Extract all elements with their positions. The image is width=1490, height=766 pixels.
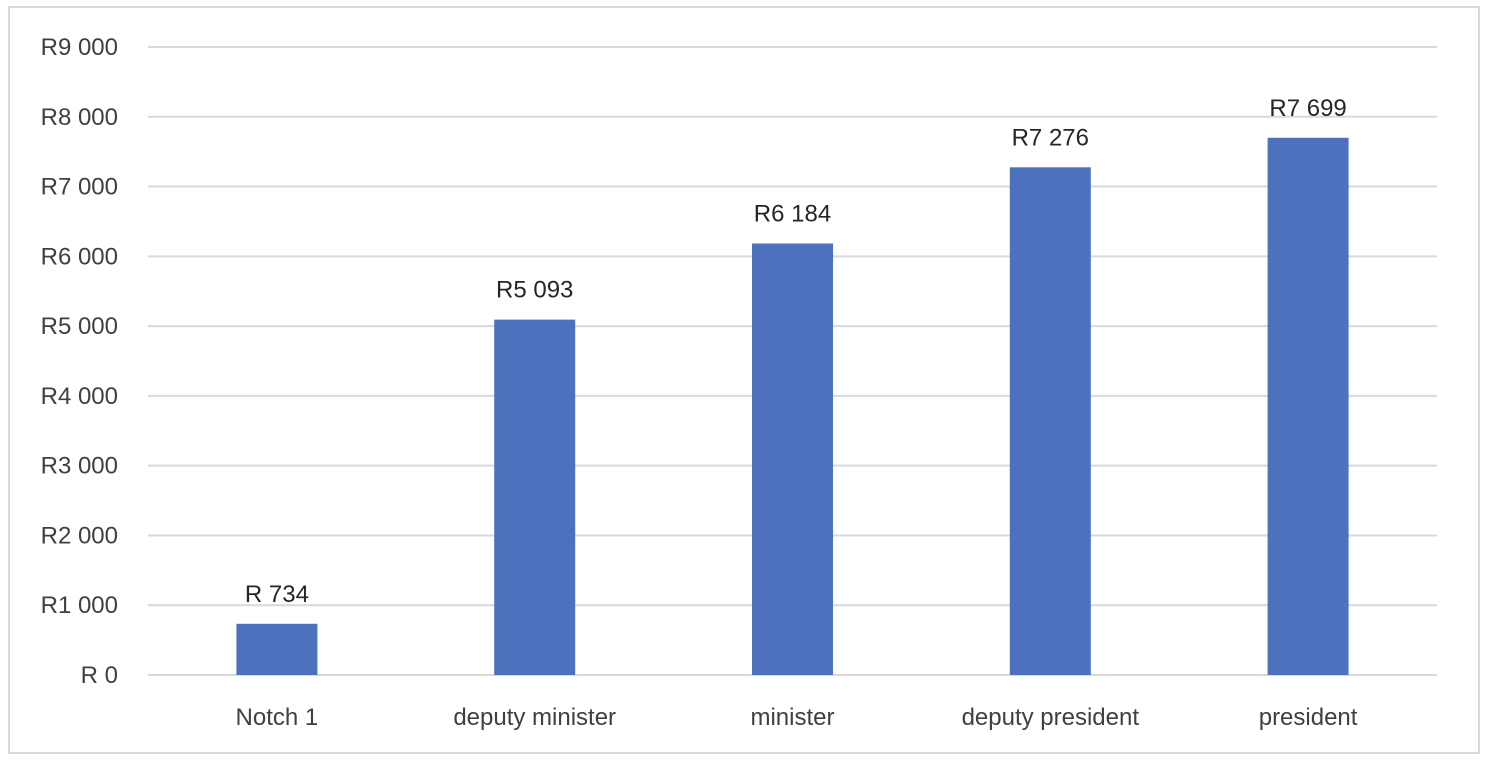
bar [752,243,833,676]
bar [1267,137,1349,675]
y-tick-label: R7 000 [41,174,118,201]
bar-value-label: R 734 [245,581,309,608]
x-axis-tick-labels: Notch 1 deputy minister minister deputy pre… [236,704,1358,731]
bar-value-label: R7 276 [1012,124,1089,151]
x-tick-label: Notch 1 [236,704,319,731]
y-tick-label: R3 000 [41,453,118,480]
y-axis-tick-labels: R 0 R1 000 R2 000 R3 000 R4 000 R5 000 R6 000 R… [41,34,118,689]
bar [1009,167,1091,676]
x-tick-label: minister [750,704,834,731]
x-tick-label: president [1259,704,1358,731]
y-tick-label: R1 000 [41,592,118,619]
y-tick-label: R9 000 [41,34,118,61]
bar-value-label: R6 184 [754,200,831,227]
data-labels: R 734 R5 093 R6 184 R7 276 R7 699 [245,95,1347,608]
y-tick-label: R8 000 [41,104,118,131]
y-tick-label: R 0 [81,662,118,689]
y-tick-label: R5 000 [41,313,118,340]
bars [236,137,1349,676]
y-tick-label: R6 000 [41,243,118,270]
bar [236,623,318,675]
grid-lines [148,46,1437,676]
y-tick-label: R4 000 [41,383,118,410]
bar-value-label: R5 093 [496,277,573,304]
x-tick-label: deputy president [962,704,1140,731]
bar-value-label: R7 699 [1269,95,1346,122]
y-tick-label: R2 000 [41,522,118,549]
x-tick-label: deputy minister [453,704,616,731]
bar [494,319,576,675]
